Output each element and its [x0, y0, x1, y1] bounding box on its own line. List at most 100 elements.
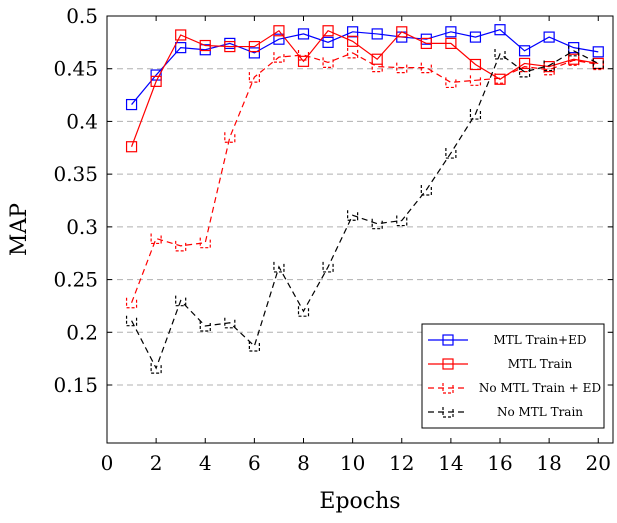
legend-label: No MTL Train — [497, 405, 583, 419]
data-point — [273, 33, 285, 45]
data-point — [518, 66, 531, 78]
legend-label: MTL Train+ED — [494, 333, 587, 347]
y-tick-label: 0.25 — [53, 268, 98, 292]
data-point — [445, 26, 457, 38]
x-tick-label: 0 — [101, 451, 114, 475]
data-point — [518, 45, 531, 57]
data-point — [175, 29, 187, 41]
data-point — [199, 237, 211, 249]
data-point — [494, 48, 506, 60]
x-tick-label: 8 — [297, 451, 310, 475]
data-point — [175, 240, 187, 252]
legend-label: MTL Train — [508, 357, 573, 371]
data-point — [175, 42, 187, 54]
data-point — [297, 50, 310, 61]
legend-label: No MTL Train + ED — [479, 381, 601, 395]
data-point — [420, 62, 432, 74]
x-tick-label: 12 — [389, 451, 414, 475]
legend-item: MTL Train+ED — [428, 333, 586, 347]
data-point — [347, 47, 359, 59]
y-tick-label: 0.3 — [66, 215, 98, 239]
data-point — [469, 75, 482, 86]
plot-frame — [106, 15, 614, 444]
data-point — [150, 363, 162, 374]
data-point — [125, 297, 138, 309]
y-tick-label: 0.35 — [53, 162, 98, 186]
data-point — [371, 61, 383, 73]
data-point — [224, 40, 236, 53]
data-point — [592, 58, 604, 70]
grid-lines — [107, 15, 613, 386]
y-tick-label: 0.45 — [53, 57, 98, 81]
x-tick-label: 6 — [248, 451, 261, 475]
series-line — [131, 29, 599, 105]
legend-marker — [442, 334, 454, 346]
series-line — [131, 50, 599, 370]
data-point — [297, 306, 310, 317]
axis-ticks: 0.15 0.2 0.25 0.3 0.35 0.4 0.45 0.5 0 2 4 6 8 10 12 14 1… — [53, 4, 613, 475]
data-point — [322, 25, 334, 37]
legend-marker — [442, 358, 454, 370]
x-tick-label: 2 — [150, 451, 163, 475]
data-point — [568, 45, 580, 57]
data-point — [273, 52, 285, 63]
y-axis-title: MAP — [7, 203, 32, 256]
legend-marker — [442, 407, 454, 418]
data-point — [568, 55, 580, 66]
legend-item: MTL Train — [428, 357, 573, 371]
data-point — [371, 218, 383, 230]
data-point — [322, 36, 334, 48]
legend-item: No MTL Train + ED — [428, 381, 601, 395]
data-point — [125, 98, 138, 111]
data-point — [199, 39, 211, 52]
x-tick-label: 4 — [199, 451, 212, 475]
data-point — [543, 31, 555, 43]
data-point — [175, 295, 187, 307]
y-tick-label: 0.5 — [66, 4, 98, 28]
data-point — [347, 210, 359, 221]
data-point — [273, 261, 285, 273]
y-tick-label: 0.4 — [66, 109, 98, 133]
data-point — [445, 148, 457, 159]
data-point — [297, 28, 310, 40]
data-point — [248, 72, 260, 83]
data-point — [494, 73, 506, 84]
data-point — [224, 317, 236, 329]
legend-box — [421, 323, 605, 429]
x-axis-title: Epochs — [319, 489, 400, 514]
data-point — [420, 184, 432, 196]
data-point — [150, 75, 162, 87]
data-point — [297, 55, 310, 67]
data-point — [248, 47, 260, 59]
series-4 — [125, 45, 604, 374]
series-2 — [125, 25, 604, 153]
data-point — [322, 261, 334, 273]
x-tick-label: 18 — [536, 451, 561, 475]
series-line — [131, 29, 599, 147]
data-point — [592, 46, 604, 58]
data-point — [543, 64, 555, 76]
data-point — [494, 24, 506, 36]
data-point — [273, 25, 285, 37]
y-tick-label: 0.15 — [53, 373, 98, 397]
data-point — [469, 109, 482, 120]
data-point — [420, 37, 432, 50]
x-tick-label: 16 — [487, 451, 512, 475]
data-point — [248, 341, 260, 352]
legend: MTL Train+ED MTL Train No MTL Train + ED No… — [421, 323, 605, 429]
data-point — [347, 35, 359, 47]
x-tick-label: 14 — [438, 451, 463, 475]
data-point — [224, 132, 236, 143]
series-line — [131, 52, 599, 303]
data-point — [150, 233, 162, 245]
legend-marker — [442, 383, 454, 394]
data-point — [322, 57, 334, 68]
legend-item: No MTL Train — [428, 405, 583, 419]
x-tick-label: 20 — [586, 451, 611, 475]
data-point — [396, 62, 408, 74]
plot-area — [125, 24, 604, 374]
data-point — [469, 58, 482, 71]
data-point — [445, 37, 457, 50]
data-point — [125, 141, 138, 153]
data-point — [469, 31, 482, 43]
